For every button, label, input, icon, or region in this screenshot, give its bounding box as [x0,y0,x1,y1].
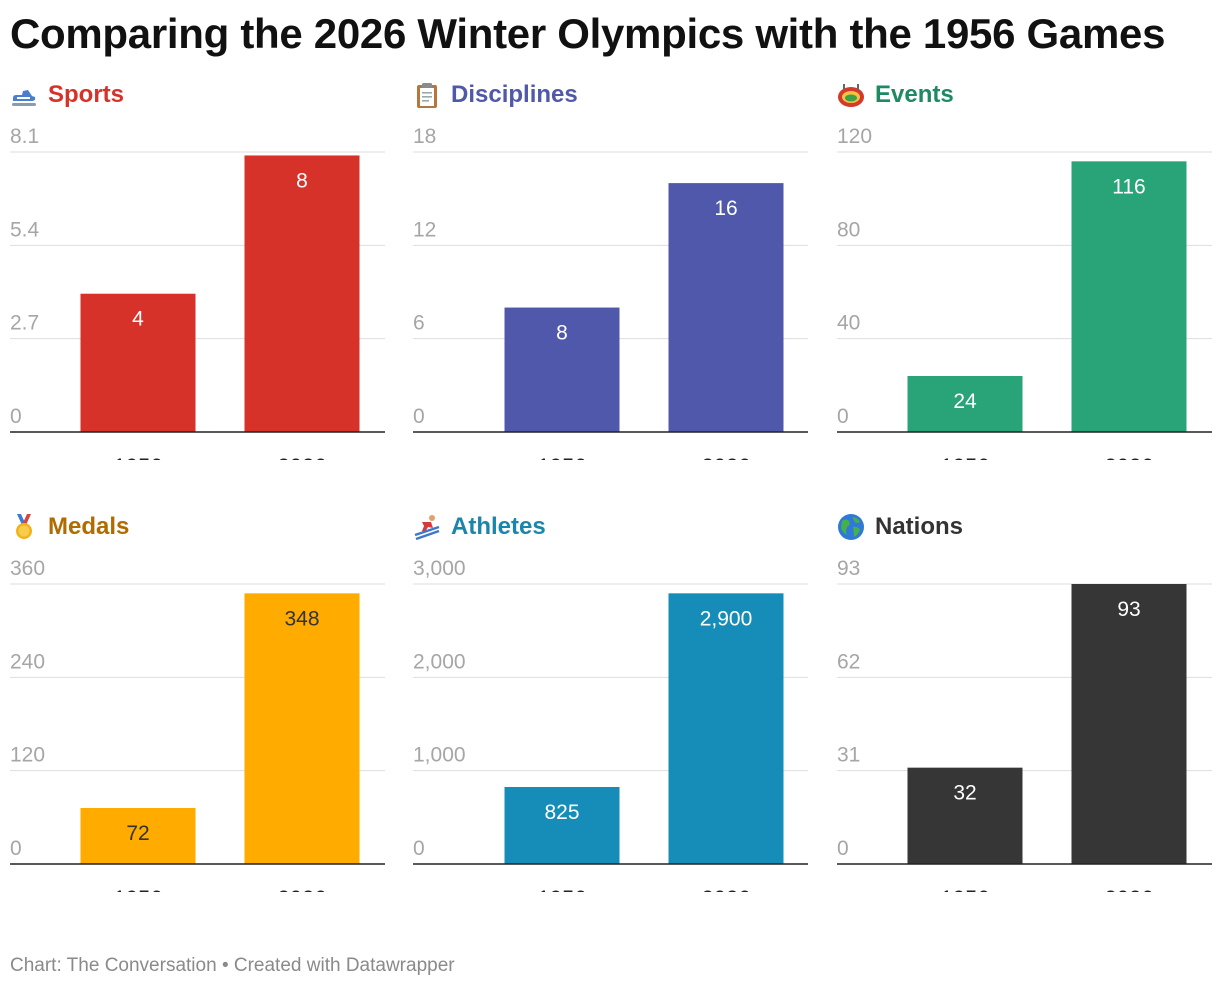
bar-2026 [668,593,784,864]
x-tick-label: 2026 [1105,454,1154,460]
panel-sports: Sports 0 2.7 5.4 8.1 4 1956 8 2026 [10,80,385,460]
y-tick-label: 0 [10,405,22,428]
panel-header: Disciplines [413,80,578,110]
y-tick-label: 5.4 [10,218,40,241]
panel-disciplines: Disciplines 0 6 12 18 8 1956 16 2026 [413,80,808,460]
x-tick-label: 1956 [941,454,990,460]
bar-plot: 0 1,000 2,000 3,000 825 1956 2,900 2026 [413,557,808,892]
bar-value-label: 8 [296,169,308,192]
panel-title: Sports [48,81,125,108]
bar-2026 [1071,584,1187,864]
globe-icon [838,514,864,540]
bar-value-label: 72 [126,822,149,845]
y-tick-label: 6 [413,312,425,335]
y-tick-label: 93 [837,557,860,580]
y-tick-label: 0 [413,837,425,860]
bar-2026 [244,593,360,864]
panel-header: Nations [837,512,963,542]
bar-value-label: 4 [132,308,144,331]
y-tick-label: 3,000 [413,557,466,580]
bar-plot: 0 6 12 18 8 1956 16 2026 [413,125,808,460]
x-tick-label: 2026 [702,454,751,460]
panel-events: Events 0 40 80 120 24 1956 116 2026 [837,80,1212,460]
bar-plot: 0 31 62 93 32 1956 93 2026 [837,557,1212,892]
y-tick-label: 2.7 [10,312,39,335]
y-tick-label: 18 [413,125,436,148]
y-tick-label: 2,000 [413,650,466,673]
x-tick-label: 2026 [702,886,751,892]
bar-value-label: 93 [1117,598,1140,621]
panel-title: Events [875,81,954,108]
y-tick-label: 0 [837,405,849,428]
footer-separator: • [221,955,229,976]
panel-header: Medals [10,512,129,542]
y-tick-label: 8.1 [10,125,39,148]
y-tick-label: 1,000 [413,744,466,767]
bar-2026 [1071,161,1187,433]
panel-nations: Nations 0 31 62 93 32 1956 93 2026 [837,512,1212,892]
bar-value-label: 825 [544,801,579,824]
x-tick-label: 1956 [114,454,163,460]
bar-value-label: 24 [953,390,977,413]
y-tick-label: 240 [10,650,45,673]
panel-header: Events [837,80,954,110]
x-tick-label: 2026 [278,886,327,892]
y-tick-label: 62 [837,650,860,673]
panel-title: Athletes [451,513,546,540]
bar-plot: 0 40 80 120 24 1956 116 2026 [837,125,1212,460]
bar-2026 [244,155,360,432]
panel-title: Nations [875,513,964,540]
footer-credit: Created with Datawrapper [233,955,455,976]
bar-1956 [80,808,196,864]
ski-icon [12,90,36,106]
y-tick-label: 360 [10,557,45,580]
x-tick-label: 1956 [538,886,587,892]
x-tick-label: 2026 [278,454,327,460]
panel-header: Athletes [413,512,546,542]
bar-plot: 0 2.7 5.4 8.1 4 1956 8 2026 [10,125,385,460]
panel-header: Sports [10,80,124,110]
y-tick-label: 12 [413,218,436,241]
clipboard-icon [417,83,437,108]
x-tick-label: 1956 [941,886,990,892]
medal-icon [16,514,32,539]
bar-1956 [504,787,620,864]
y-tick-label: 40 [837,312,860,335]
bar-value-label: 16 [714,197,737,220]
x-tick-label: 1956 [114,886,163,892]
bar-value-label: 32 [953,782,976,805]
y-tick-label: 0 [837,837,849,860]
bar-value-label: 116 [1112,175,1145,198]
bar-value-label: 2,900 [700,607,753,630]
stadium-icon [838,84,864,107]
y-tick-label: 120 [10,744,45,767]
panel-medals: Medals 0 120 240 360 72 1956 348 2026 [10,512,385,892]
bar-value-label: 348 [284,607,319,630]
y-tick-label: 80 [837,218,860,241]
y-tick-label: 0 [10,837,22,860]
x-tick-label: 1956 [538,454,587,460]
panel-title: Disciplines [451,81,578,108]
y-tick-label: 31 [837,744,860,767]
skier-icon [414,515,440,541]
bar-1956 [504,307,620,432]
y-tick-label: 120 [837,125,872,148]
panel-title: Medals [48,513,130,540]
bar-1956 [907,767,1023,864]
panel-athletes: Athletes 0 1,000 2,000 3,000 825 1956 2,900 202… [413,512,808,892]
bar-value-label: 8 [556,322,568,345]
bar-1956 [907,376,1023,432]
y-tick-label: 0 [413,405,425,428]
x-tick-label: 2026 [1105,886,1154,892]
chart-footer: Chart: The Conversation • Created with D… [10,955,455,977]
bar-2026 [668,183,784,432]
bar-1956 [80,293,196,432]
footer-source: Chart: The Conversation [10,955,217,976]
bar-plot: 0 120 240 360 72 1956 348 2026 [10,557,385,892]
chart-title: Comparing the 2026 Winter Olympics with … [10,10,1166,57]
